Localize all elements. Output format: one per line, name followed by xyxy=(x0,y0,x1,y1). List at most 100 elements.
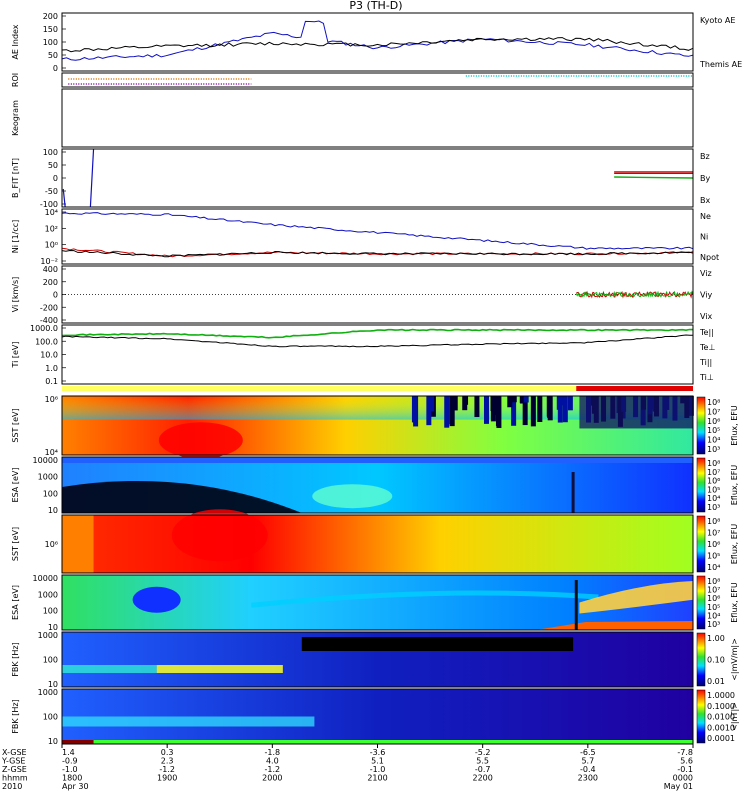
series-line xyxy=(61,212,694,250)
y-tick-label: 10000 xyxy=(33,456,58,465)
legend-label: Bx xyxy=(700,196,710,205)
colorbar-tick-label: 10⁴ xyxy=(707,563,720,572)
x-tick-label: 5.6 xyxy=(680,757,693,766)
y-tick-label: 1000.0 xyxy=(30,324,58,333)
y-tick-label: 100 xyxy=(43,148,58,157)
x-tick-label: 0.3 xyxy=(161,748,174,757)
x-tick-label: -5.2 xyxy=(475,748,491,757)
y-tick-label: 10⁰ xyxy=(45,241,58,250)
y-tick-label: -400 xyxy=(40,316,58,325)
x-tick-label: -1.8 xyxy=(265,748,281,757)
x-tick-label: 2200 xyxy=(472,774,492,783)
y-tick-label: 100 xyxy=(43,489,58,498)
panel-ylabel: Ti [eV] xyxy=(11,341,20,368)
panel-ylabel: SST [eV] xyxy=(11,408,20,442)
y-tick-label: -100 xyxy=(40,200,58,209)
colorbar-tick-label: 10⁶ xyxy=(707,594,720,603)
x-tick-label: 1900 xyxy=(157,774,177,783)
panel-ylabel: ESA [eV] xyxy=(11,585,20,620)
colorbar-tick-label: 10⁵ xyxy=(707,426,720,435)
y-tick-label: 200 xyxy=(43,12,58,21)
colorbar-tick-label: 10⁶ xyxy=(707,417,720,426)
y-tick-label: 150 xyxy=(43,25,58,34)
legend-label: Te|| xyxy=(699,328,714,337)
x-tick-label: Apr 30 xyxy=(62,782,89,791)
y-tick-label: 100 xyxy=(43,607,58,616)
series-line xyxy=(61,249,694,258)
colorbar-tick-label: 10⁸ xyxy=(707,517,720,526)
colorbar-tick-label: 1.0000 xyxy=(707,691,735,700)
x-tick-label: 1.4 xyxy=(62,748,75,757)
y-tick-label: 10 xyxy=(48,680,58,689)
panel-ae: AE Index 200 150 100 50 0 Kyoto AE Themis AE xyxy=(11,12,742,73)
y-tick-label: -200 xyxy=(40,303,58,312)
panel-ylabel: Keogram xyxy=(11,100,20,136)
y-tick-label: 400 xyxy=(43,265,58,274)
y-tick-label: 10⁶ xyxy=(45,395,58,404)
panel-ylabel: ESA [eV] xyxy=(11,468,20,503)
y-tick-label: 0 xyxy=(53,64,58,73)
y-tick-label: 10² xyxy=(45,224,58,233)
panel-ylabel: B_FIT [nT] xyxy=(11,158,20,198)
colorbar-tick-label: 10⁷ xyxy=(707,529,720,538)
y-tick-label: 10⁴ xyxy=(45,448,58,457)
legend-label: Themis AE xyxy=(699,60,742,69)
panel-ylabel: AE Index xyxy=(11,24,20,59)
x-tick-label: -0.9 xyxy=(62,757,78,766)
y-tick-label: 0 xyxy=(53,174,58,183)
colorbar xyxy=(696,457,706,513)
colorbar-tick-label: 10⁸ xyxy=(707,398,720,407)
series-line xyxy=(61,37,694,53)
colorbar-tick-label: 10⁸ xyxy=(707,459,720,468)
panel-ylabel: SST [eV] xyxy=(11,527,20,561)
panel-bfit: B_FIT [nT] 100 50 0 -50 -100 Bz By Bx xyxy=(11,148,710,209)
x-tick-label: 5.1 xyxy=(371,757,384,766)
y-tick-label: 1.0 xyxy=(45,364,58,373)
x-tick-label: 0000 xyxy=(673,774,693,783)
x-tick-label: -0.1 xyxy=(677,765,693,774)
x-tick-label: May 01 xyxy=(664,782,693,791)
x-tick-label: 2300 xyxy=(578,774,598,783)
panel-ti: Ti [eV] 1000.0 100.0 10.0 1.0 0.1 Te|| Te⊥ Ti|| T… xyxy=(11,324,715,391)
legend-label: Ti|| xyxy=(699,358,712,367)
colorbar-tick-label: 10⁵ xyxy=(707,485,720,494)
y-tick-label: 200 xyxy=(43,278,58,287)
panel-ylabel: ROI xyxy=(11,73,20,87)
legend-label: Te⊥ xyxy=(699,343,715,352)
colorbar-tick-label: 10⁶ xyxy=(707,477,720,486)
colorbar-tick-label: 10⁶ xyxy=(707,540,720,549)
y-tick-label: 1000 xyxy=(38,473,58,482)
colorbar-tick-label: 1.00 xyxy=(707,634,725,643)
panel-ylabel: Vi [km/s] xyxy=(11,277,20,313)
y-tick-label: 0 xyxy=(53,291,58,300)
x-tick-label: -6.5 xyxy=(580,748,596,757)
colorbar-tick-label: 10⁵ xyxy=(707,552,720,561)
panel-fbkb: FBK [Hz] 1000 100 10 1.0000 0.1000 0.01000.001… xyxy=(11,688,739,746)
x-axis-row-label: hhmm xyxy=(2,774,28,783)
x-tick-label: -1.0 xyxy=(62,765,78,774)
y-tick-label: 10000 xyxy=(33,574,58,583)
x-axis: X-GSEY-GSEZ-GSEhhmm20101.4-0.9-1.01800Ap… xyxy=(1,744,694,791)
panel-fbke: FBK [Hz] 1000 100 10 1.00 0.10 0.01 <|mV/m|> xyxy=(11,631,739,689)
mode-bar xyxy=(62,386,693,391)
y-tick-label: 0.1 xyxy=(45,377,58,386)
panel-roi: ROI xyxy=(11,72,694,88)
colorbar xyxy=(696,632,706,687)
colorbar-tick-label: 0.01 xyxy=(707,677,725,686)
legend-label: Viy xyxy=(700,291,713,300)
x-axis-row-label: 2010 xyxy=(2,782,22,791)
y-tick-label: 100 xyxy=(43,38,58,47)
colorbar-label: Eflux, EFU xyxy=(730,405,739,446)
y-tick-label: 100.0 xyxy=(35,337,58,346)
colorbar-tick-label: 10³ xyxy=(707,445,720,454)
colorbar-tick-label: 0.10 xyxy=(707,656,725,665)
colorbar-tick-label: 10⁷ xyxy=(707,586,720,595)
series-line xyxy=(61,334,693,348)
panel-ylabel: FBK [Hz] xyxy=(11,699,20,733)
colorbar xyxy=(696,515,706,573)
colorbar-tick-label: 10⁷ xyxy=(707,468,720,477)
colorbar-tick-label: 10⁵ xyxy=(707,603,720,612)
y-tick-label: 1000 xyxy=(38,631,58,640)
